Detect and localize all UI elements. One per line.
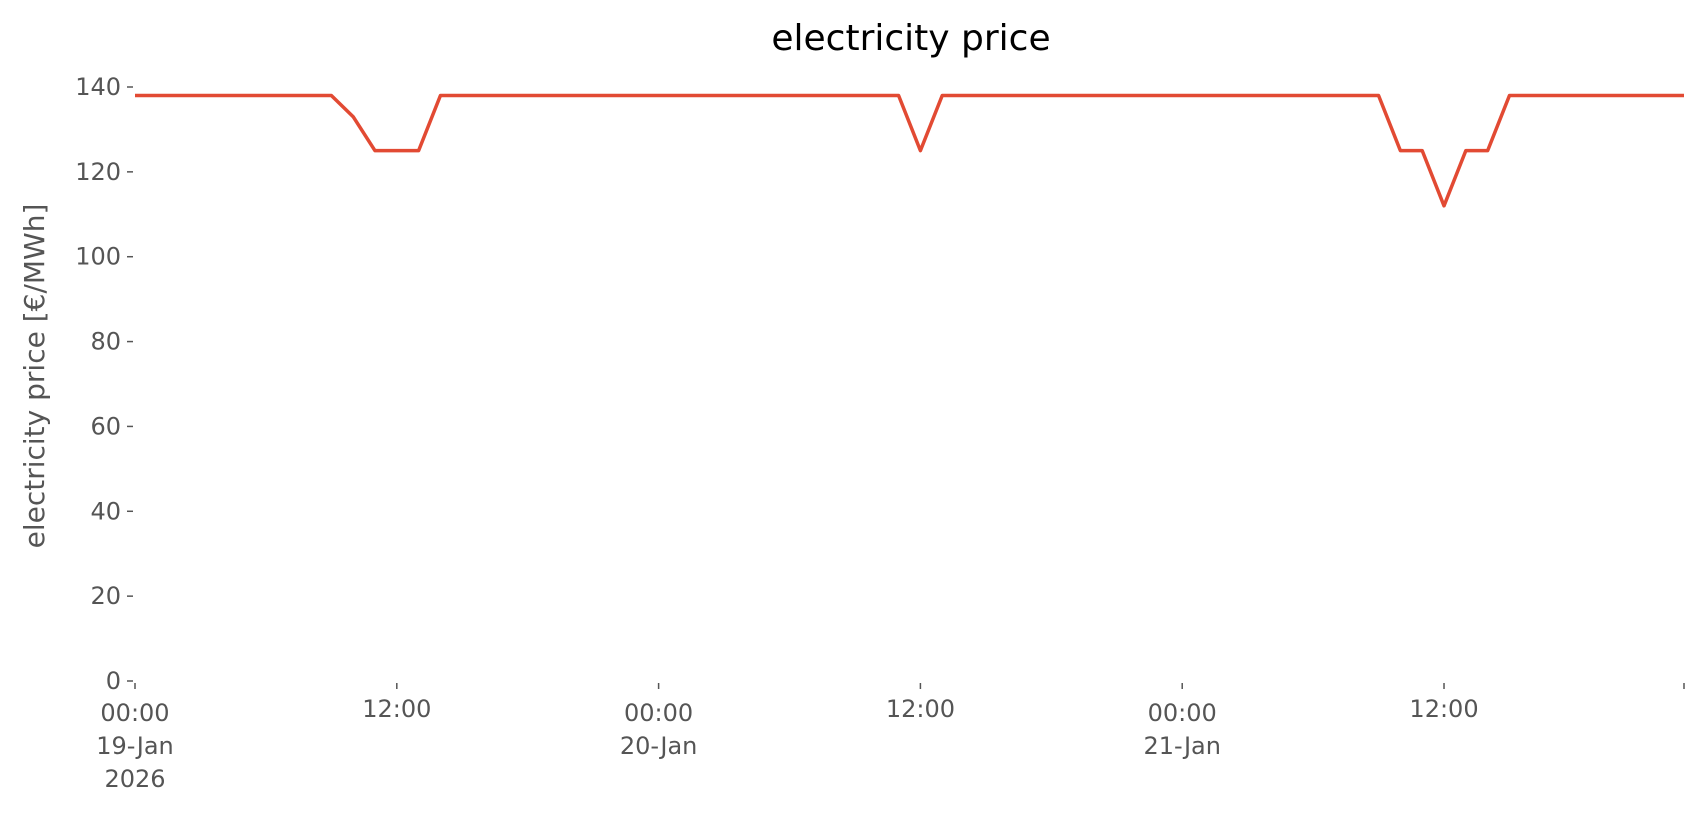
y-tick-label: 80: [90, 328, 121, 356]
chart-title: electricity price: [771, 18, 1050, 59]
x-tick-label: 00:00 21-Jan: [1143, 699, 1221, 760]
y-tick-label: 20: [90, 582, 121, 610]
y-tick-label: 140: [75, 73, 121, 101]
x-tick-label: 12:00: [1409, 695, 1478, 723]
y-tick-label: 40: [90, 497, 121, 525]
y-tick-label: 0: [106, 667, 121, 695]
y-tick-label: 120: [75, 158, 121, 186]
x-tick-label: 00:00 20-Jan: [620, 699, 698, 760]
x-tick-label: 12:00: [362, 695, 431, 723]
x-tick-label: 12:00: [886, 695, 955, 723]
y-tick-label: 100: [75, 243, 121, 271]
x-tick-label: 00:00 19-Jan 2026: [96, 699, 174, 793]
line-series: [135, 93, 1684, 208]
y-tick-label: 60: [90, 412, 121, 440]
y-axis-label: electricity price [€/MWh]: [18, 204, 51, 549]
